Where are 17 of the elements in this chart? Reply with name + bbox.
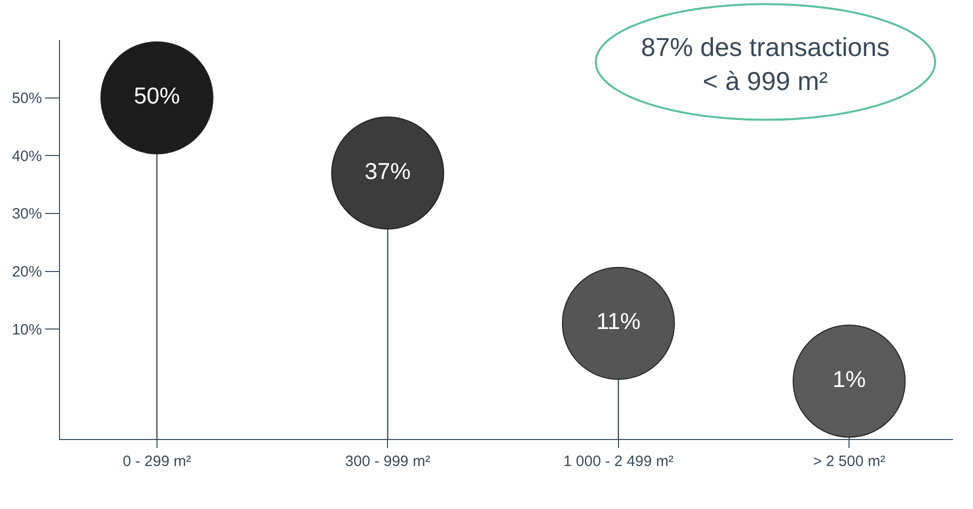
- annotation: 87% des transactions < à 999 m²: [641, 32, 890, 96]
- y-tick-label: 30%: [12, 206, 42, 223]
- data-label: 50%: [134, 82, 180, 109]
- data-label: 11%: [596, 308, 641, 334]
- x-tick-label: > 2 500 m²: [813, 453, 886, 470]
- point: [100, 41, 214, 154]
- x-tick-label: 1 000 - 2 499 m²: [563, 453, 674, 470]
- data-label: 37%: [364, 158, 411, 184]
- y-tick-label: 50%: [12, 90, 42, 108]
- data-label: 1%: [832, 366, 866, 392]
- point: [562, 266, 675, 380]
- y-tick-label: 40%: [12, 148, 42, 165]
- y-tick-label: 10%: [12, 321, 42, 338]
- x-tick-label: 300 - 999 m²: [345, 453, 430, 470]
- point: [331, 116, 444, 230]
- x-tick-label: 0 - 299 m²: [122, 453, 192, 470]
- y-tick-label: 20%: [12, 264, 42, 281]
